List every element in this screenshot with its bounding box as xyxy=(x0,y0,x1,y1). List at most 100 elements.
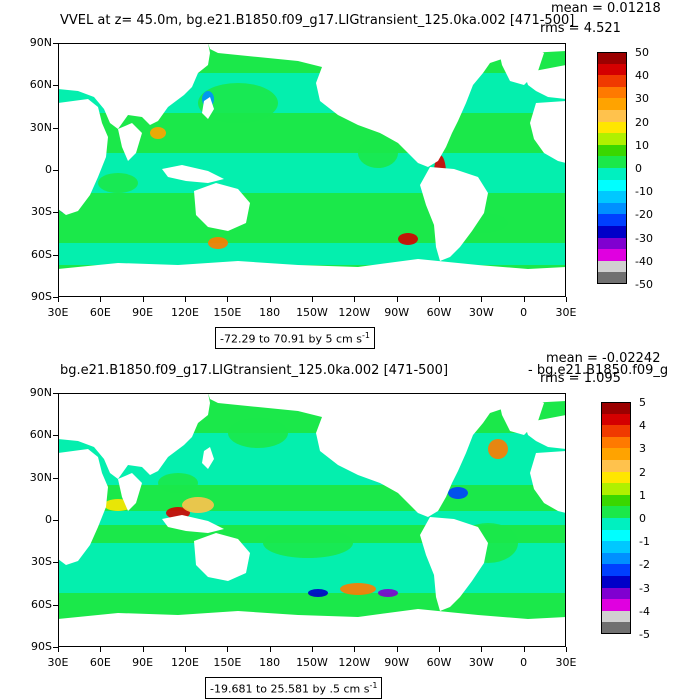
colorbar-swatch xyxy=(597,249,627,262)
lat-tick-label: 90N xyxy=(29,36,52,49)
lat-tick-mark xyxy=(53,297,58,298)
colorbar-swatch xyxy=(601,541,631,554)
colorbar-swatch xyxy=(601,518,631,531)
colorbar-swatch xyxy=(597,144,627,157)
lat-tick-label: 60N xyxy=(29,428,52,442)
panel-1-map xyxy=(58,43,566,297)
ocean-patch-2 xyxy=(98,173,138,193)
land-south-america xyxy=(420,167,488,261)
colorbar-label: -40 xyxy=(635,254,653,268)
lon-tick-mark xyxy=(397,297,398,302)
lon-tick-mark xyxy=(566,647,567,652)
map-frame xyxy=(58,43,566,297)
colorbar-swatch xyxy=(601,436,631,449)
lat-tick-label: 90N xyxy=(29,386,52,399)
colorbar-label: -3 xyxy=(639,581,650,595)
lon-tick-mark xyxy=(100,647,101,652)
lat-tick-mark xyxy=(53,562,58,563)
lat-tick-mark xyxy=(53,43,58,44)
colorbar-label: -5 xyxy=(639,628,650,641)
colorbar-swatch xyxy=(597,237,627,250)
lon-tick-mark xyxy=(227,647,228,652)
lon-tick-label: 90E xyxy=(132,306,154,319)
colorbar-swatch xyxy=(601,483,631,496)
lat-tick-mark xyxy=(53,605,58,606)
current-streak-3 xyxy=(208,237,228,249)
colorbar-swatch xyxy=(601,622,631,635)
lat-tick-mark xyxy=(53,212,58,213)
panel-2-title: bg.e21.B1850.f09_g17.LIGtransient_125.0k… xyxy=(60,363,449,378)
land-eurasia xyxy=(58,393,210,479)
lon-tick-label: 120E xyxy=(171,306,199,319)
colorbar-label: 5 xyxy=(639,396,646,409)
colorbar-label: -2 xyxy=(639,558,650,572)
lat-tick-label: 30S xyxy=(31,555,52,569)
lat-tick-label: 30S xyxy=(31,205,52,219)
lon-tick-label: 120E xyxy=(171,656,199,669)
lon-tick-mark xyxy=(270,297,271,302)
lat-tick-label: 30N xyxy=(29,120,52,134)
panel-2-range-unit-sup: -1 xyxy=(369,681,378,690)
land-africa xyxy=(58,99,108,215)
lon-tick-mark xyxy=(524,647,525,652)
map-frame xyxy=(58,393,566,647)
colorbar-swatch xyxy=(597,121,627,134)
lat-tick-mark xyxy=(53,85,58,86)
lon-tick-mark xyxy=(143,647,144,652)
lon-tick-mark xyxy=(439,297,440,302)
colorbar-swatch xyxy=(597,179,627,192)
land-eurasia-west xyxy=(524,415,566,449)
colorbar-swatch xyxy=(597,110,627,123)
lon-tick-label: 30W xyxy=(468,656,494,669)
land-eurasia xyxy=(58,43,210,129)
colorbar-swatch xyxy=(597,133,627,146)
colorbar-label: 0 xyxy=(635,162,642,175)
panel-1-range-unit-sup: -1 xyxy=(361,331,370,340)
land-antarctica xyxy=(58,259,566,297)
lat-tick-label: 30N xyxy=(29,470,52,484)
lon-tick-label: 150E xyxy=(213,306,242,319)
lon-tick-mark xyxy=(185,297,186,302)
ocean-patch-2 xyxy=(158,473,198,493)
lon-tick-mark xyxy=(481,647,482,652)
colorbar-label: 2 xyxy=(639,465,646,479)
current-streak-7 xyxy=(448,487,468,499)
current-streak-4 xyxy=(378,589,398,597)
colorbar-swatch xyxy=(597,214,627,227)
lon-tick-label: 60W xyxy=(426,306,452,319)
colorbar-swatch xyxy=(597,226,627,239)
panel-1-title: VVEL at z= 45.0m, bg.e21.B1850.f09_g17.L… xyxy=(60,13,575,28)
lat-tick-mark xyxy=(53,128,58,129)
lon-tick-label: 90W xyxy=(384,656,410,669)
colorbar-label: 4 xyxy=(639,419,646,433)
colorbar-label: 50 xyxy=(635,46,649,59)
lon-tick-label: 120W xyxy=(338,306,371,319)
lon-tick-label: 90W xyxy=(384,306,410,319)
panel-2-mean: mean = -0.02242 xyxy=(546,351,661,366)
lon-tick-label: 30E xyxy=(555,306,577,319)
colorbar-label: 1 xyxy=(639,488,646,502)
land-australia xyxy=(194,183,250,231)
land-africa xyxy=(58,449,108,565)
colorbar-swatch xyxy=(601,471,631,484)
lon-tick-mark xyxy=(58,297,59,302)
ocean-patch-4 xyxy=(263,528,353,558)
panel-2-map xyxy=(58,393,566,647)
panel-2-range-text: -19.681 to 25.581 by .5 cm s xyxy=(210,682,370,696)
colorbar-swatch xyxy=(597,75,627,88)
panel-1-range-text: -72.29 to 70.91 by 5 cm s xyxy=(220,332,362,346)
colorbar-swatch xyxy=(601,529,631,542)
lat-tick-mark xyxy=(53,478,58,479)
lon-tick-mark xyxy=(439,647,440,652)
lon-tick-label: 180 xyxy=(259,306,281,319)
lon-tick-mark xyxy=(566,297,567,302)
lon-tick-mark xyxy=(143,297,144,302)
colorbar-label: -50 xyxy=(635,278,653,291)
panel-2-title-overlap: - bg.e21.B1850.f09_g xyxy=(528,363,669,378)
lon-tick-mark xyxy=(397,647,398,652)
ocean-patch-0 xyxy=(198,83,278,123)
lon-tick-mark xyxy=(58,647,59,652)
lon-tick-label: 150W xyxy=(296,656,328,669)
colorbar-swatch xyxy=(601,587,631,600)
colorbar-label: 0 xyxy=(639,512,646,525)
